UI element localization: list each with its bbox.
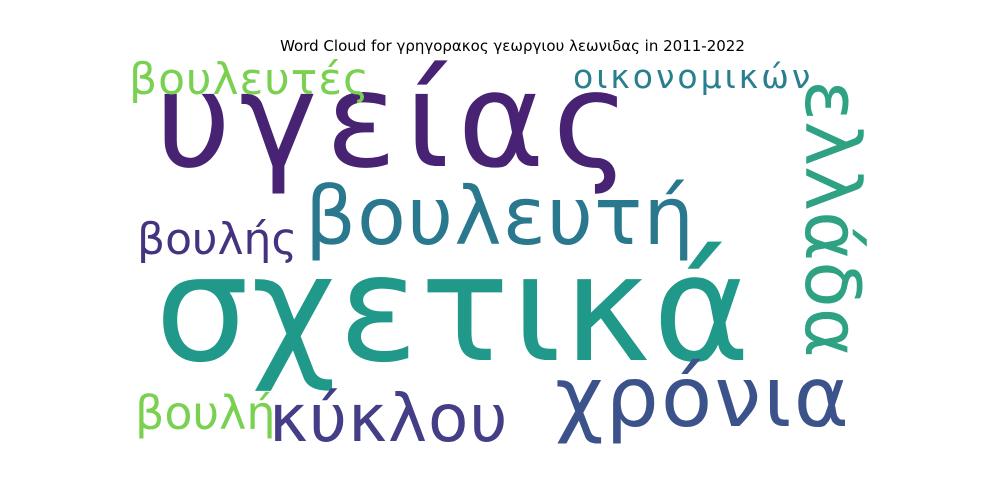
word-voulh: βουλή [135,386,276,440]
word-xronia: χρόνια [555,348,851,446]
word-vouleytes: βουλευτές [129,54,370,105]
word-sxetika: σχετικά [155,223,753,395]
word-kyklou: κύκλου [269,380,509,457]
word-cloud: υγείας βουλευτές οικονομικών βουλευτή βο… [127,54,877,460]
word-vouleuti: βουλευτή [305,170,696,263]
word-voulis: βουλής [137,214,298,265]
chart-title: Word Cloud for γρηγορακος γεωργιου λεωνι… [280,37,745,55]
word-ygeias: υγείας [155,44,638,198]
word-ellada: ελλάδα [788,80,877,358]
word-oikonomikon: οικονομικών [573,57,814,96]
